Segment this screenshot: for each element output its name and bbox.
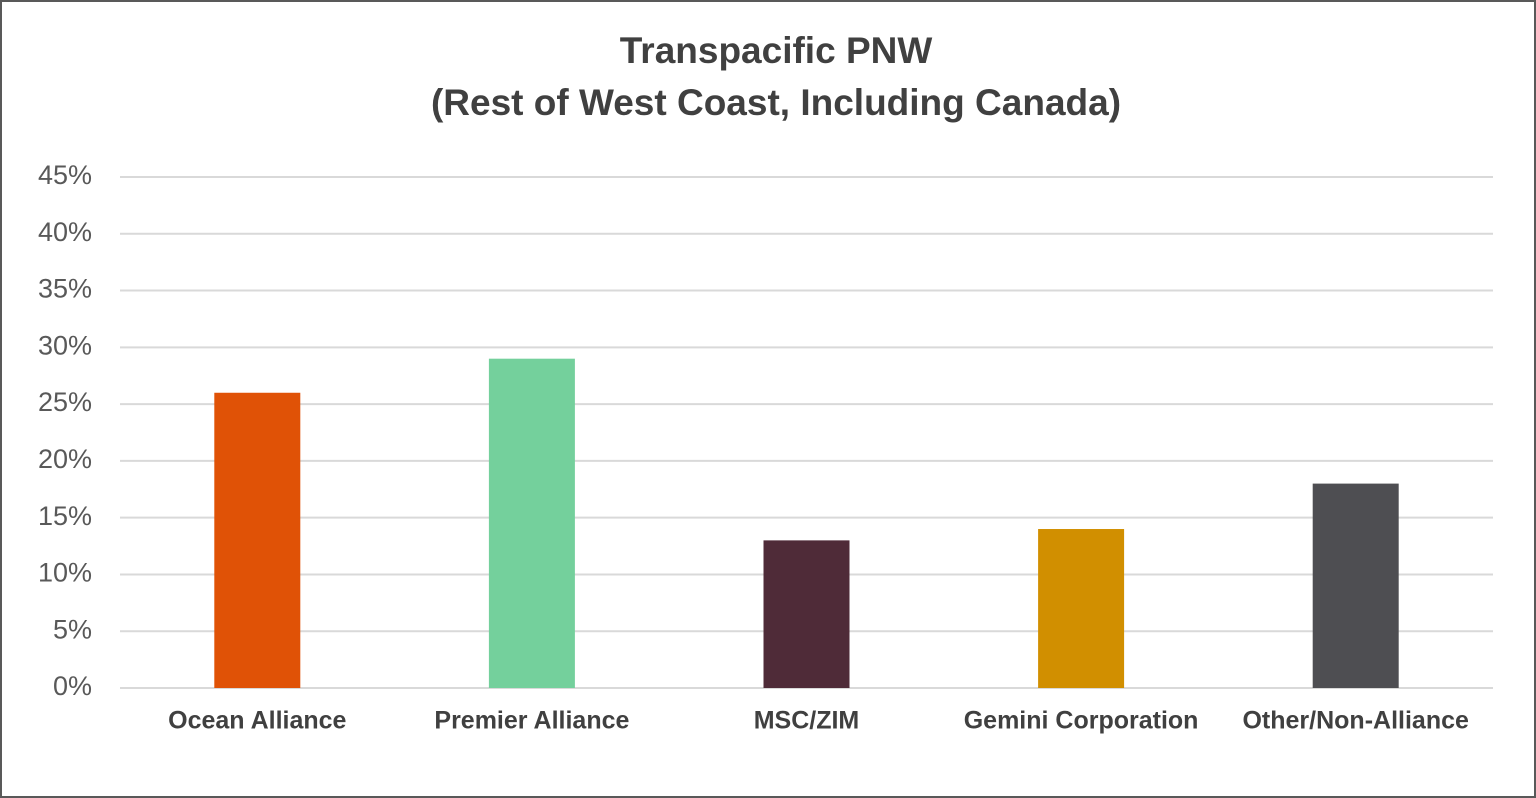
y-tick-label: 15% <box>38 501 92 531</box>
y-tick-label: 25% <box>38 387 92 417</box>
bar <box>1038 529 1125 688</box>
y-tick-label: 45% <box>38 160 92 190</box>
chart-title: Transpacific PNW <box>620 30 933 71</box>
x-tick-label: Ocean Alliance <box>168 707 346 735</box>
x-tick-label: Premier Alliance <box>434 707 629 735</box>
y-tick-label: 40% <box>38 217 92 247</box>
x-tick-label: MSC/ZIM <box>754 707 860 735</box>
chart-title: (Rest of West Coast, Including Canada) <box>431 82 1121 123</box>
y-tick-label: 5% <box>53 614 92 644</box>
y-tick-label: 10% <box>38 558 92 588</box>
bar <box>1312 483 1399 688</box>
bar <box>763 540 850 688</box>
y-tick-label: 35% <box>38 274 92 304</box>
x-tick-label: Gemini Corporation <box>964 707 1199 735</box>
y-tick-label: 30% <box>38 330 92 360</box>
x-tick-label: Other/Non-Alliance <box>1242 707 1469 735</box>
bar <box>214 392 301 688</box>
y-tick-label: 20% <box>38 444 92 474</box>
y-tick-label: 0% <box>53 671 92 701</box>
bar <box>488 358 575 688</box>
